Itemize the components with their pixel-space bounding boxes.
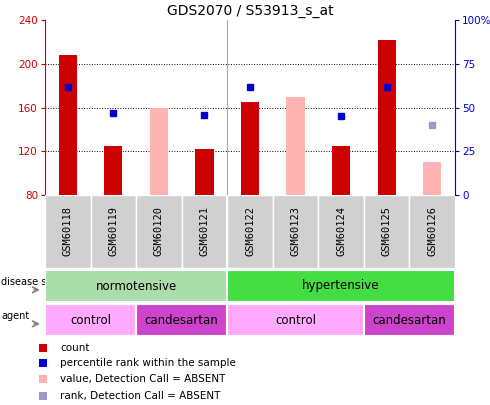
Text: candesartan: candesartan xyxy=(372,313,446,326)
Bar xyxy=(227,270,455,302)
Text: control: control xyxy=(70,313,111,326)
Bar xyxy=(423,162,441,195)
Text: value, Detection Call = ABSENT: value, Detection Call = ABSENT xyxy=(60,374,225,384)
Text: GSM60126: GSM60126 xyxy=(427,207,437,256)
Text: candesartan: candesartan xyxy=(145,313,219,326)
Bar xyxy=(196,149,214,195)
Text: GSM60124: GSM60124 xyxy=(336,207,346,256)
Bar xyxy=(136,304,227,336)
Bar xyxy=(332,146,350,195)
Title: GDS2070 / S53913_s_at: GDS2070 / S53913_s_at xyxy=(167,4,333,17)
Text: rank, Detection Call = ABSENT: rank, Detection Call = ABSENT xyxy=(60,391,220,401)
Text: GSM60122: GSM60122 xyxy=(245,207,255,256)
Bar xyxy=(410,195,455,268)
Text: percentile rank within the sample: percentile rank within the sample xyxy=(60,358,236,369)
Text: GSM60125: GSM60125 xyxy=(382,207,392,256)
Text: hypertensive: hypertensive xyxy=(302,279,380,292)
Bar xyxy=(104,146,122,195)
Text: GSM60118: GSM60118 xyxy=(63,207,73,256)
Bar xyxy=(364,195,410,268)
Text: GSM60119: GSM60119 xyxy=(108,207,118,256)
Text: disease state: disease state xyxy=(1,277,66,287)
Bar xyxy=(378,40,396,195)
Bar xyxy=(287,96,305,195)
Text: count: count xyxy=(60,343,90,353)
Bar xyxy=(45,195,91,268)
Bar xyxy=(45,270,227,302)
Text: control: control xyxy=(275,313,316,326)
Bar xyxy=(59,55,77,195)
Bar xyxy=(182,195,227,268)
Bar xyxy=(364,304,455,336)
Bar xyxy=(318,195,364,268)
Bar xyxy=(136,195,182,268)
Bar xyxy=(91,195,136,268)
Text: GSM60120: GSM60120 xyxy=(154,207,164,256)
Bar xyxy=(227,195,273,268)
Bar xyxy=(227,304,364,336)
Text: GSM60123: GSM60123 xyxy=(291,207,300,256)
Text: agent: agent xyxy=(1,311,29,321)
Bar xyxy=(45,304,136,336)
Bar xyxy=(150,107,168,195)
Bar xyxy=(273,195,318,268)
Bar xyxy=(241,102,259,195)
Text: normotensive: normotensive xyxy=(96,279,177,292)
Text: GSM60121: GSM60121 xyxy=(199,207,209,256)
